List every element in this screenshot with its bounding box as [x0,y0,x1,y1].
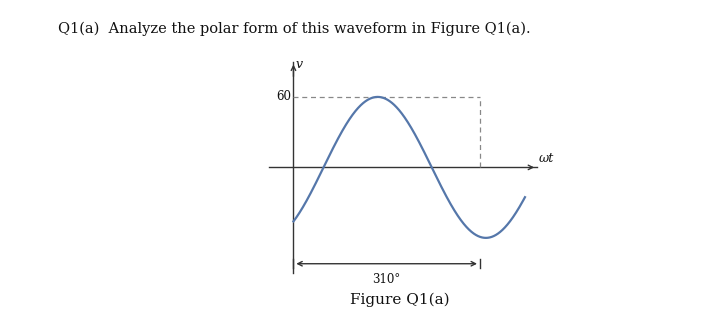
Text: Q1(a)  Analyze the polar form of this waveform in Figure Q1(a).: Q1(a) Analyze the polar form of this wav… [58,22,530,36]
Text: Figure Q1(a): Figure Q1(a) [350,293,449,307]
Text: v: v [295,58,302,71]
Text: 310°: 310° [372,273,401,286]
Text: 60: 60 [276,91,291,104]
Text: ωt: ωt [538,152,554,165]
